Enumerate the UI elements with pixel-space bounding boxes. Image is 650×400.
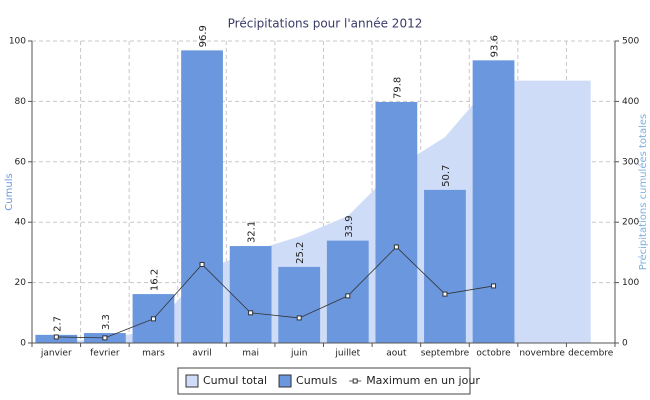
bar (424, 189, 466, 343)
legend-swatch (278, 374, 292, 388)
y2-tick-label: 500 (622, 37, 639, 47)
y2-axis-label: Précipitations cumulées totales (637, 114, 649, 271)
bar (472, 60, 515, 343)
bar (326, 240, 369, 343)
value-label: 16.2 (149, 269, 160, 291)
value-label: 32.1 (247, 221, 258, 243)
x-tick-label: mai (242, 349, 259, 359)
y2-tick-label: 0 (622, 339, 628, 349)
point (345, 293, 351, 299)
point (296, 315, 302, 321)
value-label: 2.7 (52, 316, 63, 332)
legend-swatch (185, 374, 199, 388)
y2-tick-label: 400 (622, 97, 639, 107)
chart-title: Précipitations pour l'année 2012 (228, 17, 423, 31)
x-tick-label: novembre (519, 349, 565, 359)
legend-swatch (352, 378, 358, 384)
line (56, 246, 494, 339)
value-label: 96.9 (198, 25, 209, 47)
x-tick-label: decembre (568, 349, 614, 359)
point (150, 316, 156, 322)
point (102, 335, 108, 341)
x-tick-label: octobre (476, 349, 511, 359)
x-tick-label: juin (290, 349, 307, 359)
y2-tick-label: 300 (622, 157, 639, 167)
y-tick-label: 100 (9, 37, 26, 47)
y2-tick-label: 100 (622, 278, 639, 288)
bar (181, 50, 223, 343)
y-tick-label: 80 (15, 97, 27, 107)
point (248, 310, 254, 316)
bar (375, 102, 418, 343)
value-label: 79.8 (392, 77, 403, 99)
x-tick-label: septembre (421, 349, 470, 359)
x-tick-label: aout (386, 349, 407, 359)
value-label: 3.3 (101, 314, 112, 330)
y-tick-label: 0 (20, 339, 26, 349)
point (53, 334, 59, 340)
legend-label: Cumul total (203, 374, 267, 387)
legend-box (177, 367, 471, 395)
point (199, 261, 205, 267)
legend-label: Cumuls (296, 374, 337, 387)
x-tick-label: avril (192, 349, 212, 359)
bar (229, 246, 272, 343)
legend-label: Maximum en un jour (366, 374, 480, 387)
point (393, 244, 399, 250)
value-label: 50.7 (441, 165, 452, 187)
point (491, 283, 497, 289)
value-label: 93.6 (490, 35, 501, 57)
value-label: 33.9 (344, 215, 355, 237)
y-tick-label: 20 (15, 278, 27, 288)
point (442, 291, 448, 297)
x-tick-label: fevrier (90, 349, 120, 359)
y-axis-label: Cumuls (4, 173, 15, 210)
x-tick-label: janvier (40, 349, 72, 359)
y-tick-label: 40 (15, 218, 27, 228)
y-tick-label: 60 (15, 157, 27, 167)
value-label: 25.2 (295, 242, 306, 264)
x-tick-label: juillet (334, 349, 360, 359)
y2-tick-label: 200 (622, 218, 639, 228)
x-tick-label: mars (142, 349, 165, 359)
bar (278, 266, 321, 343)
